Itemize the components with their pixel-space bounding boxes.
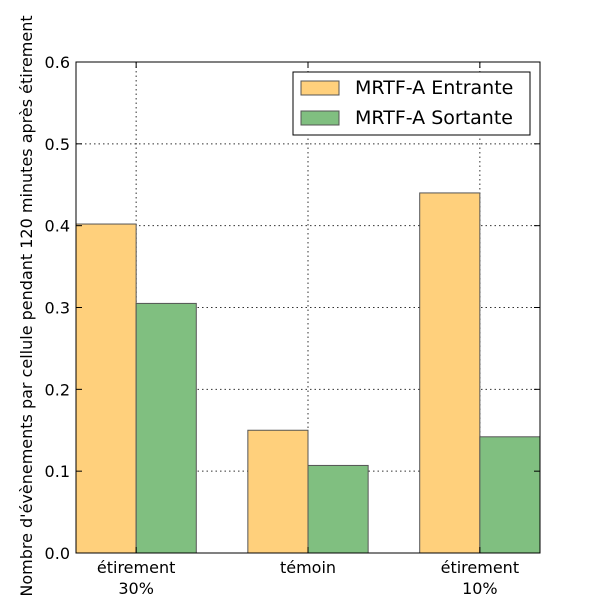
bar xyxy=(307,464,369,554)
x-tick-labels: étirement 30% témoin étirement 10% xyxy=(97,558,519,598)
bar xyxy=(247,429,309,554)
y-axis-title: Nombre d'évènements par cellule pendant … xyxy=(17,15,36,596)
legend-swatch xyxy=(300,110,340,126)
legend-entry-label: MRTF-A Entrante xyxy=(355,77,513,99)
y-tick-label: 0.0 xyxy=(45,544,70,563)
x-tick-label: 10% xyxy=(462,579,498,598)
x-tick-label: étirement xyxy=(97,558,175,577)
y-tick-label: 0.6 xyxy=(45,53,70,72)
x-tick-label: témoin xyxy=(280,558,336,577)
y-tick-label: 0.5 xyxy=(45,135,70,154)
x-tick-label: étirement xyxy=(441,558,519,577)
bar xyxy=(479,436,541,554)
legend-entry-label: MRTF-A Sortante xyxy=(355,107,513,129)
bar xyxy=(75,223,137,554)
y-tick-label: 0.1 xyxy=(45,462,70,481)
axis-ticks xyxy=(76,61,540,554)
y-tick-label: 0.3 xyxy=(45,299,70,318)
y-tick-label: 0.4 xyxy=(45,217,70,236)
bar xyxy=(419,192,481,554)
bar xyxy=(135,302,197,554)
bars xyxy=(75,192,541,554)
legend-swatch xyxy=(300,80,340,96)
legend: MRTF-A Entrante MRTF-A Sortante xyxy=(292,71,531,136)
y-tick-labels: 0.0 0.1 0.2 0.3 0.4 0.5 0.6 xyxy=(45,53,70,563)
y-tick-label: 0.2 xyxy=(45,380,70,399)
x-tick-label: 30% xyxy=(118,579,154,598)
